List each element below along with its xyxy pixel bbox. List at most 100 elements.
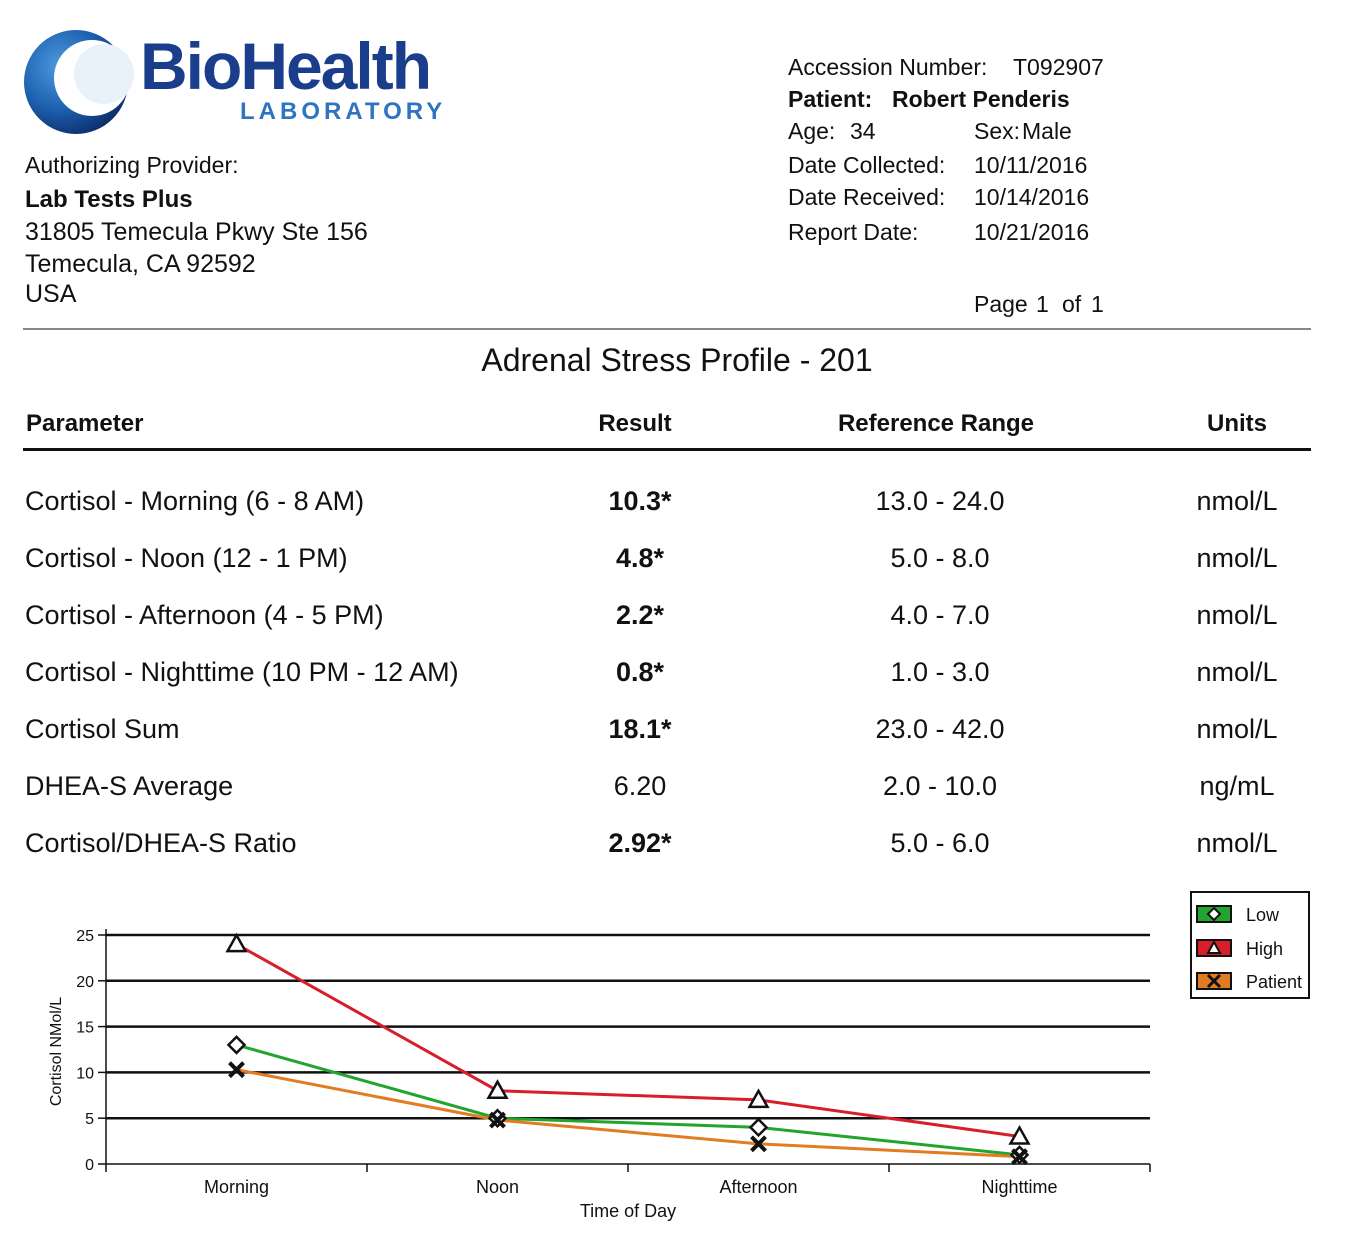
row-reference-range: 2.0 - 10.0	[882, 771, 998, 801]
row-units: nmol/L	[1196, 486, 1278, 516]
accession-value: T092907	[1013, 54, 1104, 80]
date-received-value: 10/14/2016	[974, 184, 1090, 210]
y-tick-label: 0	[85, 1157, 94, 1174]
date-collected-label: Date Collected:	[788, 152, 946, 178]
row-result: 0.8*	[615, 657, 665, 687]
legend-swatch-patient	[1196, 972, 1232, 990]
page-label: Page	[974, 291, 1028, 317]
row-reference-range: 4.0 - 7.0	[890, 600, 990, 630]
marker-high	[486, 1079, 509, 1099]
table-row: Cortisol/DHEA-S Ratio 2.92* 5.0 - 6.0 nm…	[0, 828, 1354, 868]
series-line-patient	[236, 1068, 1020, 1159]
row-result: 6.20	[613, 771, 667, 801]
row-parameter: Cortisol - Noon (12 - 1 PM)	[25, 543, 348, 573]
row-result: 18.1*	[608, 714, 672, 744]
series-line-high	[235, 942, 1020, 1139]
page-of-label: of	[1062, 291, 1082, 317]
sex-value: Male	[1022, 118, 1072, 144]
marker-high	[747, 1088, 770, 1109]
row-units: nmol/L	[1196, 828, 1278, 858]
table-row: Cortisol Sum 18.1* 23.0 - 42.0 nmol/L	[0, 714, 1354, 754]
marker-high	[225, 932, 248, 953]
row-parameter: Cortisol - Afternoon (4 - 5 PM)	[25, 600, 384, 630]
page-total: 1	[1091, 291, 1104, 317]
marker-patient	[1011, 1148, 1028, 1166]
provider-name: Lab Tests Plus	[25, 186, 193, 213]
chart-legend: Low High Patient	[1190, 891, 1310, 999]
row-reference-range: 1.0 - 3.0	[890, 657, 990, 687]
patient-label: Patient:	[788, 86, 873, 112]
col-header-reference-range: Reference Range	[837, 410, 1035, 437]
x-tick-label: Nighttime	[981, 1177, 1057, 1197]
legend-item-patient: Patient	[1192, 968, 1308, 998]
row-reference-range: 5.0 - 8.0	[890, 543, 990, 573]
row-units: nmol/L	[1196, 714, 1278, 744]
row-result: 4.8*	[615, 543, 665, 573]
legend-swatch-low	[1196, 905, 1232, 923]
x-tick-label: Morning	[204, 1177, 269, 1197]
page-number: 1	[1036, 291, 1049, 317]
row-reference-range: 23.0 - 42.0	[875, 714, 1005, 744]
marker-patient	[228, 1061, 245, 1079]
logo-brand-text: BioHealth	[140, 29, 432, 103]
age-label: Age:	[788, 118, 836, 144]
table-row: Cortisol - Nighttime (10 PM - 12 AM) 0.8…	[0, 657, 1354, 697]
date-received-label: Date Received:	[788, 184, 946, 210]
legend-label-low: Low	[1246, 905, 1280, 925]
cortisol-line-chart: 0 5 10 15 20 25 Morning Noon Afternoon Nighttime T…	[48, 928, 1151, 1221]
marker-patient	[489, 1111, 506, 1129]
row-units: nmol/L	[1196, 543, 1278, 573]
patient-name: Robert Penderis	[892, 86, 1070, 112]
legend-item-high: High	[1192, 935, 1308, 965]
row-reference-range: 5.0 - 6.0	[890, 828, 990, 858]
y-tick-label: 20	[76, 974, 94, 991]
legend-item-low: Low	[1192, 901, 1308, 931]
header-divider	[23, 328, 1311, 330]
row-parameter: Cortisol - Morning (6 - 8 AM)	[25, 486, 365, 516]
marker-high	[1008, 1124, 1031, 1145]
provider-address-line1: 31805 Temecula Pkwy Ste 156	[25, 218, 368, 246]
marker-patient	[750, 1135, 767, 1153]
series-line-low	[236, 1043, 1020, 1157]
row-units: nmol/L	[1196, 600, 1278, 630]
x-tick-label: Noon	[476, 1177, 519, 1197]
y-tick-label: 5	[85, 1111, 94, 1128]
row-units: ng/mL	[1199, 771, 1275, 801]
marker-low	[226, 1035, 247, 1055]
legend-swatch-high	[1196, 939, 1232, 957]
report-date-label: Report Date:	[788, 219, 919, 245]
row-result: 10.3*	[608, 486, 672, 516]
date-collected-value: 10/11/2016	[974, 152, 1088, 178]
table-row: Cortisol - Afternoon (4 - 5 PM) 2.2* 4.0…	[0, 600, 1354, 640]
biohealth-logo	[24, 30, 134, 134]
table-header-rule	[23, 448, 1311, 451]
y-tick-label: 10	[76, 1065, 94, 1082]
provider-address-line2: Temecula, CA 92592	[25, 250, 256, 278]
table-row: Cortisol - Morning (6 - 8 AM) 10.3* 13.0…	[0, 486, 1354, 526]
report-date-value: 10/21/2016	[974, 219, 1090, 245]
marker-low	[748, 1117, 769, 1138]
col-header-parameter: Parameter	[26, 410, 144, 437]
sex-label: Sex:	[974, 118, 1021, 144]
y-tick-label: 25	[76, 928, 94, 945]
row-parameter: Cortisol - Nighttime (10 PM - 12 AM)	[25, 657, 459, 687]
row-result: 2.2*	[615, 600, 665, 630]
provider-label: Authorizing Provider:	[25, 152, 239, 178]
row-result: 2.92*	[608, 828, 672, 858]
x-axis-title: Time of Day	[580, 1201, 676, 1221]
y-tick-label: 15	[76, 1020, 94, 1037]
x-tick-label: Afternoon	[719, 1177, 797, 1197]
logo-sub-text: LABORATORY	[240, 98, 447, 125]
y-axis-title: Cortisol NMol/L	[48, 997, 65, 1106]
table-row: DHEA-S Average 6.20 2.0 - 10.0 ng/mL	[0, 771, 1354, 811]
table-row: Cortisol - Noon (12 - 1 PM) 4.8* 5.0 - 8…	[0, 543, 1354, 583]
provider-country: USA	[25, 280, 77, 308]
col-header-result: Result	[598, 410, 672, 437]
col-header-units: Units	[1207, 410, 1267, 437]
legend-label-high: High	[1246, 939, 1284, 959]
row-units: nmol/L	[1196, 657, 1278, 687]
legend-label-patient: Patient	[1246, 972, 1303, 992]
age-value: 34	[850, 118, 876, 144]
row-parameter: Cortisol/DHEA-S Ratio	[25, 828, 297, 858]
report-title: Adrenal Stress Profile - 201	[481, 342, 873, 378]
